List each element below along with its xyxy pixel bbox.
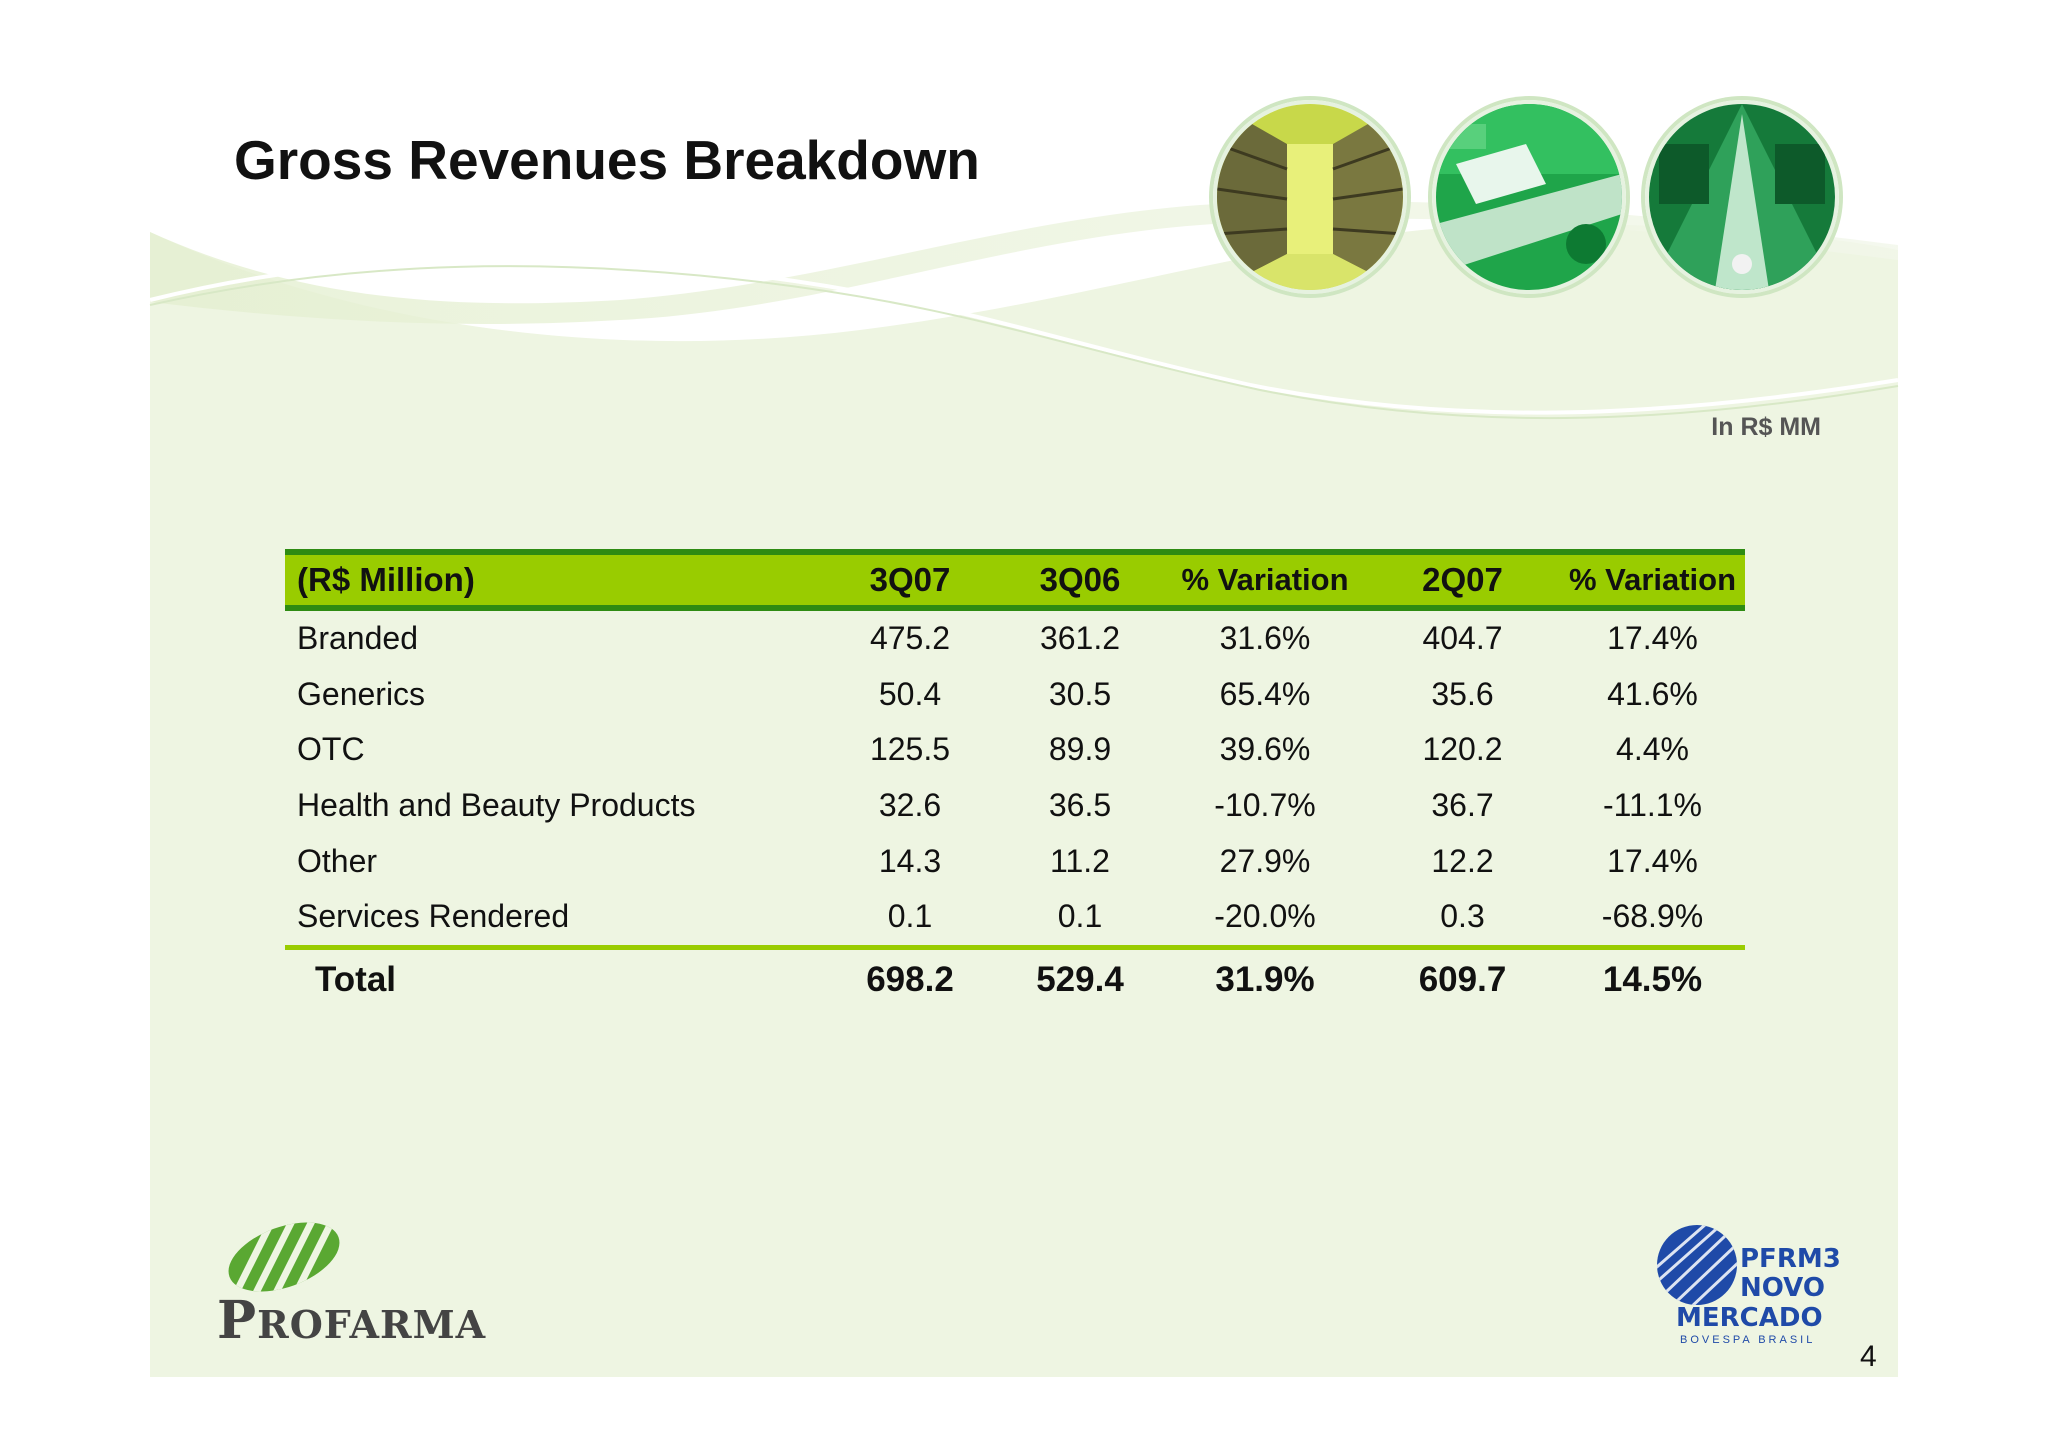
total-cell: 698.2 (866, 959, 954, 999)
cell: -20.0% (1165, 888, 1365, 950)
table-row: Generics 50.4 30.5 65.4% 35.6 41.6% (285, 667, 1745, 723)
cell: 17.4% (1607, 842, 1698, 879)
cell: 89.9 (1048, 731, 1112, 768)
cell: 39.6% (1219, 731, 1311, 768)
cell: 12.2 (1431, 842, 1494, 879)
cell: 404.7 (1422, 620, 1503, 657)
cell: 17.4% (1607, 620, 1698, 657)
warehouse-shelves-photo (1213, 100, 1407, 294)
cell: 0.1 (825, 888, 995, 950)
table-header-row: (R$ Million) 3Q07 3Q06 % Variation 2Q07 … (285, 549, 1745, 611)
cell: 361.2 (1039, 620, 1121, 657)
page-number: 4 (1860, 1340, 1877, 1373)
row-label: Other (297, 842, 378, 879)
cell: 35.6 (1431, 675, 1494, 712)
cell: 125.5 (869, 731, 951, 768)
row-label: Services Rendered (285, 888, 825, 950)
total-cell: 529.4 (1036, 959, 1124, 999)
bovespa-text: BOVESPA BRASIL (1680, 1334, 1816, 1346)
header-cell: % Variation (1165, 549, 1365, 611)
cell: 50.4 (878, 675, 942, 712)
cell: 41.6% (1607, 675, 1698, 712)
cell: 27.9% (1219, 842, 1311, 879)
table-row: Branded 475.2 361.2 31.6% 404.7 17.4% (285, 608, 1745, 667)
cell: 11.2 (1050, 842, 1110, 879)
header-cell: % Variation (1560, 549, 1745, 611)
globe-icon (1657, 1225, 1737, 1305)
table-row: Services Rendered 0.1 0.1 -20.0% 0.3 -68… (285, 888, 1745, 950)
ticker-text: PFRM3 (1740, 1244, 1841, 1274)
cell: 475.2 (869, 620, 951, 657)
total-cell: 31.9% (1215, 959, 1315, 999)
row-label: Health and Beauty Products (297, 787, 696, 824)
cell: -11.1% (1602, 787, 1702, 824)
total-label: Total (315, 959, 397, 999)
cell: 65.4% (1219, 675, 1311, 712)
cell: 120.2 (1422, 731, 1503, 768)
cell: 32.6 (878, 787, 942, 824)
cell: 31.6% (1219, 620, 1311, 657)
header-cell: (R$ Million) (285, 549, 825, 611)
cell: 30.5 (1048, 675, 1112, 712)
conveyor-photo (1432, 100, 1626, 294)
cell: 0.3 (1365, 888, 1560, 950)
total-row: Total 698.2 529.4 31.9% 609.7 14.5% (285, 947, 1745, 1010)
cell: 36.7 (1431, 787, 1494, 824)
unit-note: In R$ MM (1711, 413, 1821, 441)
slide-title: Gross Revenues Breakdown (234, 129, 980, 191)
profarma-logo-text: PROFARMA (217, 1290, 486, 1351)
header-cell: 3Q06 (995, 549, 1165, 611)
cell: -68.9% (1560, 888, 1745, 950)
table-row: Health and Beauty Products 32.6 36.5 -10… (285, 778, 1745, 834)
mercado-text: MERCADO (1676, 1303, 1823, 1333)
sorting-machine-photo (1645, 100, 1839, 294)
revenues-table: (R$ Million) 3Q07 3Q06 % Variation 2Q07 … (285, 549, 1745, 1010)
profarma-initial: P (217, 1290, 258, 1351)
cell: -10.7% (1214, 787, 1316, 824)
row-label: Generics (297, 675, 426, 712)
row-label: OTC (297, 731, 365, 768)
table-row: OTC 125.5 89.9 39.6% 120.2 4.4% (285, 722, 1745, 778)
cell: 36.5 (1048, 787, 1112, 824)
novo-text: NOVO (1740, 1273, 1825, 1303)
profarma-rest: ROFARMA (257, 1302, 487, 1347)
table-row: Other 14.3 11.2 27.9% 12.2 17.4% (285, 833, 1745, 889)
row-label: Branded (297, 620, 418, 657)
profarma-logo-mark (219, 1222, 344, 1292)
total-cell: 609.7 (1418, 959, 1507, 999)
cell: 0.1 (995, 888, 1165, 950)
novo-mercado-logo: PFRM3 NOVO MERCADO BOVESPA BRASIL (1652, 1220, 1852, 1350)
header-cell: 3Q07 (825, 549, 995, 611)
cell: 14.3 (878, 842, 942, 879)
cell: 4.4% (1616, 731, 1689, 768)
header-cell: 2Q07 (1365, 549, 1560, 611)
total-cell: 14.5% (1602, 959, 1703, 999)
